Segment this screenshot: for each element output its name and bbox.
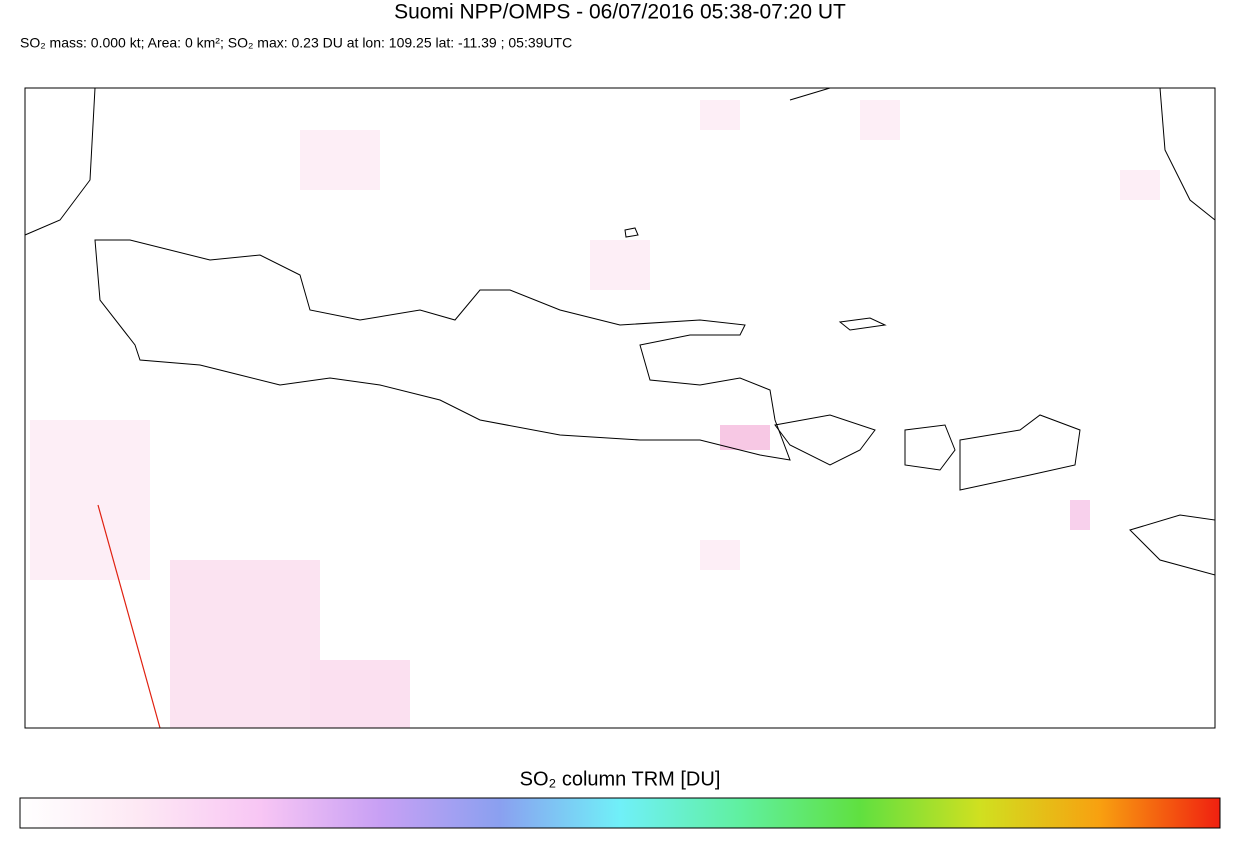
so2-pixel [1070,500,1090,530]
island-coast [838,317,887,331]
sumbawa-coast [959,414,1081,491]
so2-pixel [590,240,650,290]
bali-coast [774,414,876,466]
borneo-coast [789,87,831,101]
title: Suomi NPP/OMPS - 06/07/2016 05:38-07:20 … [394,1,846,24]
map-frame [24,87,1216,729]
so2-pixel [300,130,380,190]
java-coast [94,239,791,461]
so2-pixel [720,425,770,450]
sumatra-coast [24,87,96,236]
so2-pixel [170,560,320,728]
so2-pixels [30,100,1160,728]
subtitle: SO₂ mass: 0.000 kt; Area: 0 km²; SO₂ max… [20,35,572,51]
colorbar [19,797,1221,829]
so2-pixel [860,100,900,140]
sulawesi-coast [1159,87,1216,221]
island-coast [624,227,639,238]
so2-pixel [1120,170,1160,200]
so2-pixel [310,660,410,728]
so2-pixel [700,540,740,570]
so2-pixel [30,420,150,580]
orbit-edge [97,504,161,729]
so2-pixel [700,100,740,130]
map-area [24,87,1216,729]
lombok-coast [904,424,956,471]
colorbar-title: SO₂ column TRM [DU] [520,768,721,790]
